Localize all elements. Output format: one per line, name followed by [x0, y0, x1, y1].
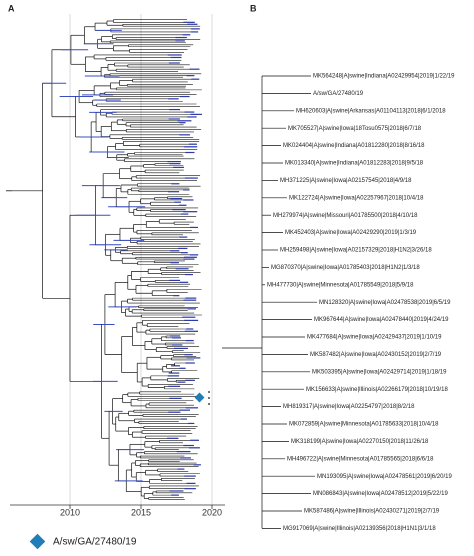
leaf-label: MN086843|A|swine|Iowa|A02478512|2019|5/2… [313, 491, 448, 497]
legend-marker [29, 533, 46, 550]
dot [208, 391, 210, 393]
leaf-label: MK503395|A|swine|Iowa|A02429714|2019|1/1… [312, 369, 447, 375]
leaf-label: MK452403|A|swine|Iowa|A02429290|2019|1/3… [285, 230, 417, 236]
leaf-label: MK024404|A|swine|Indiana|A01812280|2018|… [283, 143, 425, 149]
leaf-label: MN193095|A|swine|Iowa|A02478561|2019|6/2… [317, 474, 452, 480]
leaf-label: MK072859|A|swine|Minnesota|A01785633|201… [289, 422, 439, 428]
leaf-label: MG917069|A|swine|Illinois|A02139356|2018… [283, 526, 436, 532]
axis-tick-label: 2020 [202, 507, 222, 517]
tree-a: 2010 2015 2020 [6, 14, 225, 517]
leaf-label: MH819317|A|swine|Iowa|A02254797|2018|8/2… [283, 404, 415, 410]
dot [208, 397, 210, 399]
leaf-label: MK587486|A|swine|Illinois|A02430271|2019… [304, 509, 440, 515]
leaf-label: MK013340|A|swine|Indiana|A01812283|2018|… [285, 161, 424, 167]
leaf-label: MG870370|A|swine|Iowa|A01785403|2018|H1N… [271, 265, 420, 271]
leaf-label: MN128320|A|swine|Iowa|A02478538|2019|6/5… [319, 300, 451, 306]
leaf-label: MK587482|A|swine|Iowa|A02430152|2019|2/7… [310, 352, 442, 358]
tree-b: MK564248|A|swine|Indiana|A02429954|2019|… [222, 74, 455, 532]
leaf-label: MH477730|A|swine|Minnesota|A01785549|201… [267, 282, 414, 288]
leaf-label: A/sw/GA/27480/19 [313, 91, 364, 97]
leaf-label: MK156633|A|swine|Illinois|A02266179|2018… [306, 387, 448, 393]
axis-tick-label: 2015 [131, 507, 151, 517]
leaf-label: MK122724|A|swine|Iowa|A02257967|2018|10/… [289, 195, 424, 201]
axis-tick-label: 2010 [60, 507, 80, 517]
leaf-label: MK318199|A|swine|Iowa|A02270150|2018|11/… [291, 439, 429, 445]
leaf-label: MK705527|A|swine|Iowa|18Tosu0575|2018|6/… [288, 126, 422, 132]
leaf-label: MH371225|A|swine|Iowa|A02157545|2018|4/9… [280, 178, 412, 184]
dot [208, 403, 210, 405]
leaf-label: MK967644|A|swine|Iowa|A02478440|2019|4/2… [314, 317, 449, 323]
leaf-label: MH620603|A|swine|Arkansas|A01104113|2018… [296, 108, 446, 114]
leaf-label: MH279974|A|swine|Missouri|A01785500|2018… [273, 213, 418, 219]
panel-label: A [8, 3, 15, 13]
leaf-label: MK564248|A|swine|Indiana|A02429954|2019|… [313, 74, 455, 80]
leaf-label: MH496722|A|swine|Minnesota|A01785565|201… [287, 456, 434, 462]
query-marker [194, 392, 205, 403]
legend-label: A/sw/GA/27480/19 [53, 537, 137, 548]
leaf-label: MK477684|A|swine|Iowa|A02429437|2019|1/1… [307, 335, 442, 341]
leaf-label: MH259498|A|swine|Iowa|A02157329|2018|H1N… [280, 248, 432, 254]
panel-label: B [250, 3, 257, 13]
